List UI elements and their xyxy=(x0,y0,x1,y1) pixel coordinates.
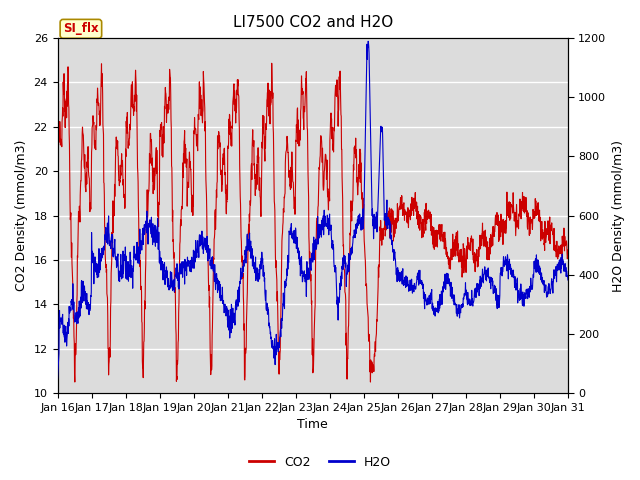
Y-axis label: CO2 Density (mmol/m3): CO2 Density (mmol/m3) xyxy=(15,140,28,291)
Legend: CO2, H2O: CO2, H2O xyxy=(244,451,396,474)
Title: LI7500 CO2 and H2O: LI7500 CO2 and H2O xyxy=(232,15,393,30)
Text: SI_flx: SI_flx xyxy=(63,23,99,36)
X-axis label: Time: Time xyxy=(298,419,328,432)
Y-axis label: H2O Density (mmol/m3): H2O Density (mmol/m3) xyxy=(612,140,625,292)
